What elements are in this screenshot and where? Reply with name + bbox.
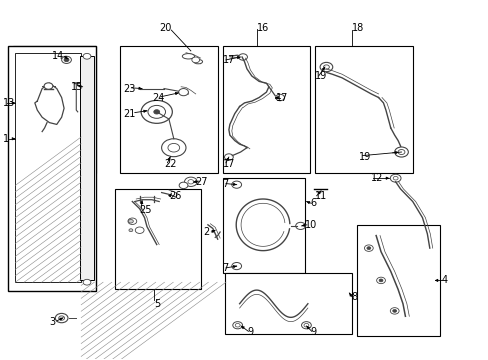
Circle shape (392, 310, 396, 312)
Circle shape (59, 316, 64, 320)
Text: 7: 7 (222, 263, 228, 273)
Circle shape (295, 222, 305, 229)
Bar (115, 189, 200, 289)
Text: 11: 11 (315, 191, 327, 201)
Text: 16: 16 (256, 23, 268, 33)
Circle shape (61, 56, 71, 63)
Circle shape (128, 220, 133, 223)
Text: 25: 25 (140, 206, 152, 216)
Text: 2: 2 (203, 227, 209, 237)
Circle shape (83, 279, 91, 285)
Text: 5: 5 (154, 299, 160, 309)
Bar (15, 53, 81, 282)
Circle shape (224, 154, 233, 160)
Circle shape (191, 57, 199, 63)
Bar (120, 45, 217, 173)
Text: 17: 17 (276, 93, 288, 103)
Bar (8, 45, 96, 291)
Circle shape (301, 321, 311, 329)
Circle shape (161, 139, 185, 157)
Circle shape (179, 182, 187, 189)
Circle shape (389, 308, 398, 314)
Ellipse shape (182, 54, 194, 59)
Circle shape (238, 54, 247, 60)
Text: 9: 9 (310, 327, 316, 337)
Circle shape (154, 110, 159, 114)
Text: 13: 13 (3, 98, 15, 108)
Text: 17: 17 (222, 55, 234, 65)
Text: 19: 19 (315, 71, 327, 81)
Text: 18: 18 (351, 23, 363, 33)
Circle shape (389, 174, 400, 182)
Text: 22: 22 (163, 159, 176, 169)
Text: 27: 27 (195, 177, 208, 187)
Bar (13, 45, 96, 173)
Text: 21: 21 (123, 109, 136, 119)
Text: 14: 14 (52, 51, 64, 61)
Circle shape (83, 53, 91, 59)
Text: 9: 9 (246, 327, 253, 337)
Circle shape (184, 177, 197, 186)
Bar (315, 45, 412, 173)
Circle shape (231, 262, 241, 270)
Circle shape (320, 62, 332, 72)
Circle shape (275, 94, 284, 101)
Bar (222, 178, 305, 273)
Text: 1: 1 (3, 134, 9, 144)
Text: 10: 10 (305, 220, 317, 230)
Text: 23: 23 (123, 84, 136, 94)
Circle shape (178, 89, 188, 96)
Circle shape (394, 147, 407, 157)
Text: 26: 26 (168, 191, 181, 201)
Circle shape (364, 245, 372, 251)
Circle shape (135, 227, 144, 233)
Text: 6: 6 (310, 198, 316, 208)
Circle shape (44, 83, 53, 89)
Circle shape (376, 277, 385, 284)
Circle shape (129, 229, 133, 231)
Text: 15: 15 (71, 82, 83, 92)
Circle shape (167, 143, 179, 152)
Circle shape (304, 323, 308, 327)
Ellipse shape (193, 59, 202, 64)
Circle shape (55, 314, 68, 323)
Text: 4: 4 (441, 275, 447, 285)
Circle shape (366, 247, 370, 249)
Text: 3: 3 (49, 317, 56, 327)
Bar (224, 273, 351, 334)
Bar (222, 45, 310, 173)
Circle shape (64, 58, 69, 62)
Circle shape (231, 181, 241, 188)
Circle shape (128, 218, 137, 225)
Circle shape (141, 100, 172, 123)
Circle shape (232, 321, 242, 329)
Text: 7: 7 (222, 179, 228, 189)
Circle shape (392, 176, 397, 180)
Circle shape (378, 279, 382, 282)
Circle shape (397, 149, 404, 154)
Text: 24: 24 (152, 93, 164, 103)
Circle shape (187, 180, 193, 184)
Text: 12: 12 (370, 173, 383, 183)
Circle shape (235, 323, 240, 327)
Text: 17: 17 (222, 159, 234, 169)
Text: 19: 19 (358, 152, 370, 162)
Bar (356, 225, 439, 336)
Circle shape (323, 65, 329, 69)
Circle shape (148, 105, 165, 118)
Text: 8: 8 (351, 292, 357, 302)
Bar (80, 56, 94, 280)
Text: 20: 20 (159, 23, 171, 33)
